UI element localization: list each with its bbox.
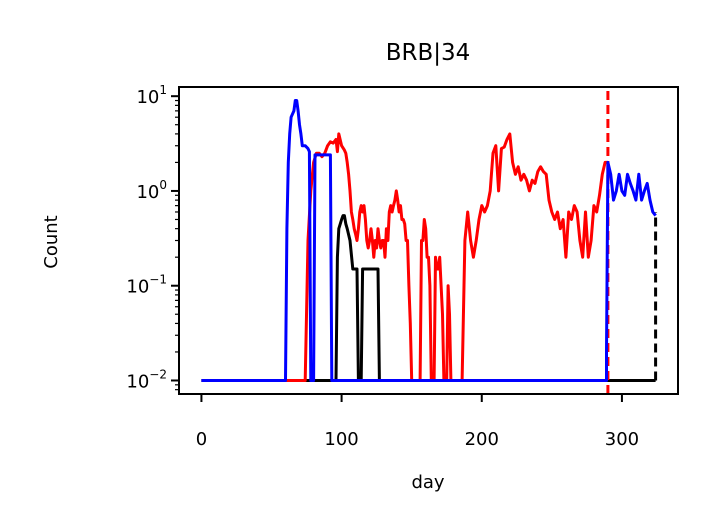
chart-title: BRB|34: [386, 40, 471, 66]
plot-lines: [201, 87, 658, 394]
x-tick-label: 200: [465, 429, 499, 450]
y-tick-label: 100: [136, 178, 167, 203]
series-line-2: [201, 132, 608, 382]
x-tick-label: 100: [324, 429, 358, 450]
x-axis-title: day: [411, 472, 444, 493]
y-axis-title: Count: [41, 215, 62, 268]
series-line-4: [201, 99, 657, 382]
x-tick-label: 0: [196, 429, 207, 450]
y-tick-label: 10−2: [126, 367, 167, 392]
axis-ticks: 0 100 200 300 10−2 10−1 100 101: [126, 83, 639, 450]
y-tick-label: 10−1: [126, 273, 167, 298]
y-tick-label: 101: [136, 83, 167, 108]
y-axis-title-group: Count: [41, 215, 62, 268]
plot-frame: [178, 86, 679, 395]
x-tick-label: 300: [605, 429, 639, 450]
series-line-0: [201, 214, 656, 382]
